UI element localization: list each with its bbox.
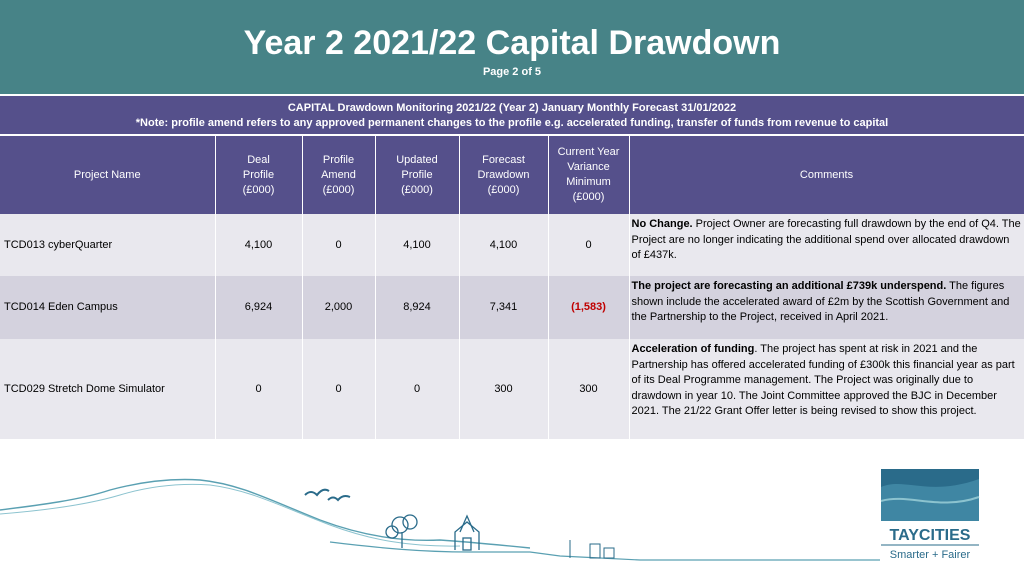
col-variance: Current Year Variance Minimum (£000) [548,136,630,214]
col-variance-line: Variance [567,161,610,173]
amend-value: 0 [302,339,376,439]
col-variance-line: Minimum [566,176,611,188]
project-name: TCD013 cyberQuarter [0,214,216,276]
drawdown-table: Project Name Deal Profile (£000) Profile… [0,136,1024,439]
comment-text: Project Owner are forecasting full drawd… [631,218,1021,261]
table-row: TCD029 Stretch Dome Simulator 0 0 0 300 … [0,339,1024,439]
col-forecast-line: Drawdown [477,168,530,181]
project-name: TCD029 Stretch Dome Simulator [0,339,216,439]
col-comments: Comments [629,136,1024,214]
col-project-name: Project Name [0,136,216,214]
structure-icon [569,540,615,559]
col-amend-line: Amend [321,168,356,181]
logo-wave-icon [880,496,980,504]
col-forecast-line: (£000) [487,183,520,196]
forecast-value: 4,100 [459,214,549,276]
col-variance-line: Current Year [557,146,620,158]
forecast-value: 7,341 [459,276,549,339]
updated-value: 4,100 [375,214,460,276]
col-amend-line: Profile [322,153,355,166]
comment: Acceleration of funding. The project has… [629,339,1024,439]
deal-value: 6,924 [215,276,303,339]
logo-title: TAYCITIES [890,527,971,544]
deal-value: 4,100 [215,214,303,276]
comment-bold: Acceleration of funding [631,343,755,355]
amend-value: 2,000 [302,276,376,339]
bird-icon [304,488,330,497]
forecast-value: 300 [459,339,549,439]
hill-line-icon [0,478,531,549]
col-deal-line: Profile [242,168,275,181]
building-icon [454,514,480,551]
hill-line-icon [0,483,461,547]
col-forecast-line: Forecast [482,153,525,166]
project-name: TCD014 Eden Campus [0,276,216,339]
col-updated-line: Updated [396,153,438,166]
bird-icon [327,495,351,502]
variance-value: (1,583) [548,276,630,339]
page-title: Year 2 2021/22 Capital Drawdown [243,24,781,62]
col-amend-line: (£000) [322,183,355,196]
logo-wave-icon [881,479,979,521]
note-line-1: CAPITAL Drawdown Monitoring 2021/22 (Yea… [287,102,737,114]
slide-header: Year 2 2021/22 Capital Drawdown Page 2 o… [0,0,1024,94]
col-deal-profile: Deal Profile (£000) [215,136,303,214]
col-updated-profile: Updated Profile (£000) [375,136,460,214]
comment: No Change. Project Owner are forecasting… [629,214,1024,276]
deal-value: 0 [215,339,303,439]
col-updated-line: Profile [401,168,433,181]
tree-icon [385,514,418,548]
comment-bold: No Change. [631,218,693,230]
amend-value: 0 [302,214,376,276]
col-variance-line: (£000) [572,191,605,203]
ground-line-icon [329,541,880,561]
updated-value: 8,924 [375,276,460,339]
col-updated-line: (£000) [401,183,433,196]
note-line-2: *Note: profile amend refers to any appro… [135,117,889,129]
table-row: TCD013 cyberQuarter 4,100 0 4,100 4,100 … [0,214,1024,276]
logo-tagline: Smarter + Fairer [890,549,971,561]
comment-text: The figures shown include the accelerate… [631,280,1010,323]
variance-value: 0 [548,214,630,276]
comment-bold: The project are forecasting an additiona… [631,280,947,292]
landscape-illustration [0,478,880,561]
table-header-row: Project Name Deal Profile (£000) Profile… [0,136,1024,214]
note-band: CAPITAL Drawdown Monitoring 2021/22 (Yea… [0,96,1024,134]
col-profile-amend: Profile Amend (£000) [302,136,376,214]
comment-text: . The project has spent at risk in 2021 … [631,343,1015,417]
variance-value: 300 [548,339,630,439]
col-forecast-drawdown: Forecast Drawdown (£000) [459,136,549,214]
col-deal-line: (£000) [242,183,275,196]
page-number: Page 2 of 5 [482,66,542,78]
col-deal-line: Deal [247,153,270,166]
comment: The project are forecasting an additiona… [629,276,1024,339]
table-row: TCD014 Eden Campus 6,924 2,000 8,924 7,3… [0,276,1024,339]
taycities-logo: TAYCITIES Smarter + Fairer [880,469,980,561]
updated-value: 0 [375,339,460,439]
